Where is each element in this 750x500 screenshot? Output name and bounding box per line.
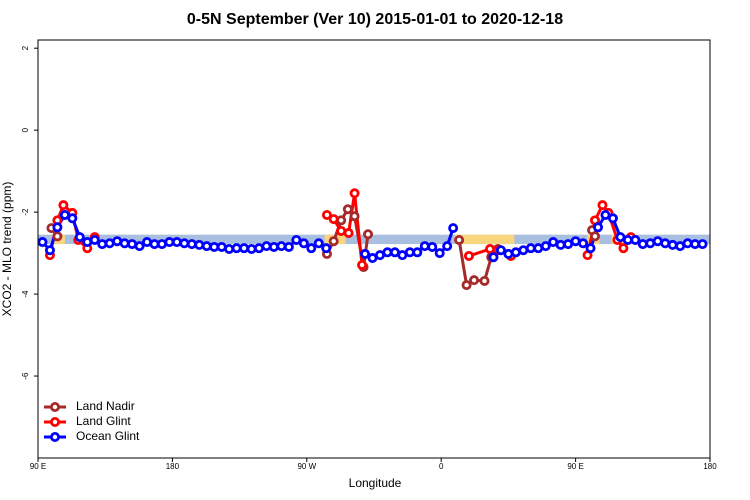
plot-frame	[37, 39, 711, 459]
data-point	[461, 280, 472, 291]
data-point	[313, 238, 324, 249]
y-tick-label: -2	[21, 208, 30, 216]
data-point	[261, 241, 272, 252]
data-point	[336, 215, 347, 226]
data-point	[503, 248, 514, 259]
data-point	[463, 250, 474, 261]
data-point	[342, 204, 353, 215]
data-point	[306, 243, 317, 254]
data-point	[593, 222, 604, 233]
data-point	[58, 200, 69, 211]
y-tick-label: -4	[21, 290, 30, 298]
data-point	[201, 241, 212, 252]
data-point	[434, 248, 445, 259]
data-point	[349, 211, 360, 222]
data-point	[52, 222, 63, 233]
data-point	[590, 231, 601, 242]
data-point	[412, 247, 423, 258]
data-point	[89, 234, 100, 245]
data-point	[246, 243, 257, 254]
data-point	[134, 241, 145, 252]
data-point	[239, 243, 250, 254]
x-tick-label: 90 E	[567, 462, 583, 471]
plot-area	[37, 188, 708, 291]
data-point	[442, 241, 453, 252]
data-point	[469, 275, 480, 286]
data-point	[119, 238, 130, 249]
data-point	[283, 241, 294, 252]
data-point	[600, 209, 611, 220]
y-tick-label: 0	[21, 127, 30, 132]
data-point	[540, 241, 551, 252]
data-point	[97, 239, 108, 250]
data-point	[321, 243, 332, 254]
legend-label: Ocean Glint	[76, 429, 140, 443]
data-point	[74, 232, 85, 243]
data-point	[363, 229, 374, 240]
data-point	[630, 234, 641, 245]
data-point	[37, 237, 48, 248]
data-point	[427, 241, 438, 252]
data-point	[454, 234, 465, 245]
data-point	[194, 239, 205, 250]
y-tick-label: -6	[21, 372, 30, 380]
data-point	[597, 200, 608, 211]
data-point	[667, 239, 678, 250]
data-point	[585, 243, 596, 254]
x-tick-label: 0	[439, 462, 444, 471]
band	[454, 234, 515, 245]
legend-label: Land Nadir	[76, 399, 135, 413]
data-point	[349, 188, 360, 199]
data-point	[485, 243, 496, 254]
chart-title: 0-5N September (Ver 10) 2015-01-01 to 20…	[187, 11, 563, 28]
data-point	[495, 245, 506, 256]
data-point	[578, 238, 589, 249]
legend-marker	[50, 431, 61, 442]
data-point	[321, 209, 332, 220]
data-point	[607, 213, 618, 224]
y-tick-label: 2	[21, 45, 30, 50]
x-tick-label: 180	[166, 462, 180, 471]
data-point	[276, 241, 287, 252]
legend-marker	[50, 416, 61, 427]
data-point	[67, 213, 78, 224]
data-point	[637, 239, 648, 250]
data-point	[179, 238, 190, 249]
data-point	[52, 231, 63, 242]
y-axis-label: XCO2 - MLO trend (ppm)	[0, 182, 14, 317]
data-point	[448, 223, 459, 234]
data-point	[328, 214, 339, 225]
data-point	[328, 236, 339, 247]
data-point	[59, 209, 70, 220]
data-point	[479, 275, 490, 286]
data-point	[618, 243, 629, 254]
data-point	[488, 252, 499, 263]
data-point	[186, 239, 197, 250]
legend-label: Land Glint	[76, 414, 131, 428]
x-tick-label: 90 W	[297, 462, 316, 471]
x-tick-label: 180	[703, 462, 717, 471]
data-point	[171, 237, 182, 248]
data-point	[682, 238, 693, 249]
data-point	[268, 241, 279, 252]
data-point	[298, 238, 309, 249]
data-point	[291, 234, 302, 245]
data-point	[360, 248, 371, 259]
x-tick-label: 90 E	[30, 462, 46, 471]
data-point	[224, 243, 235, 254]
data-point	[419, 241, 430, 252]
data-point	[660, 238, 671, 249]
data-point	[555, 239, 566, 250]
data-point	[44, 245, 55, 256]
legend-marker	[50, 401, 61, 412]
band	[38, 234, 710, 245]
data-point	[343, 228, 354, 239]
data-point	[697, 239, 708, 250]
data-point	[357, 259, 368, 270]
x-axis-label: Longitude	[349, 476, 402, 490]
